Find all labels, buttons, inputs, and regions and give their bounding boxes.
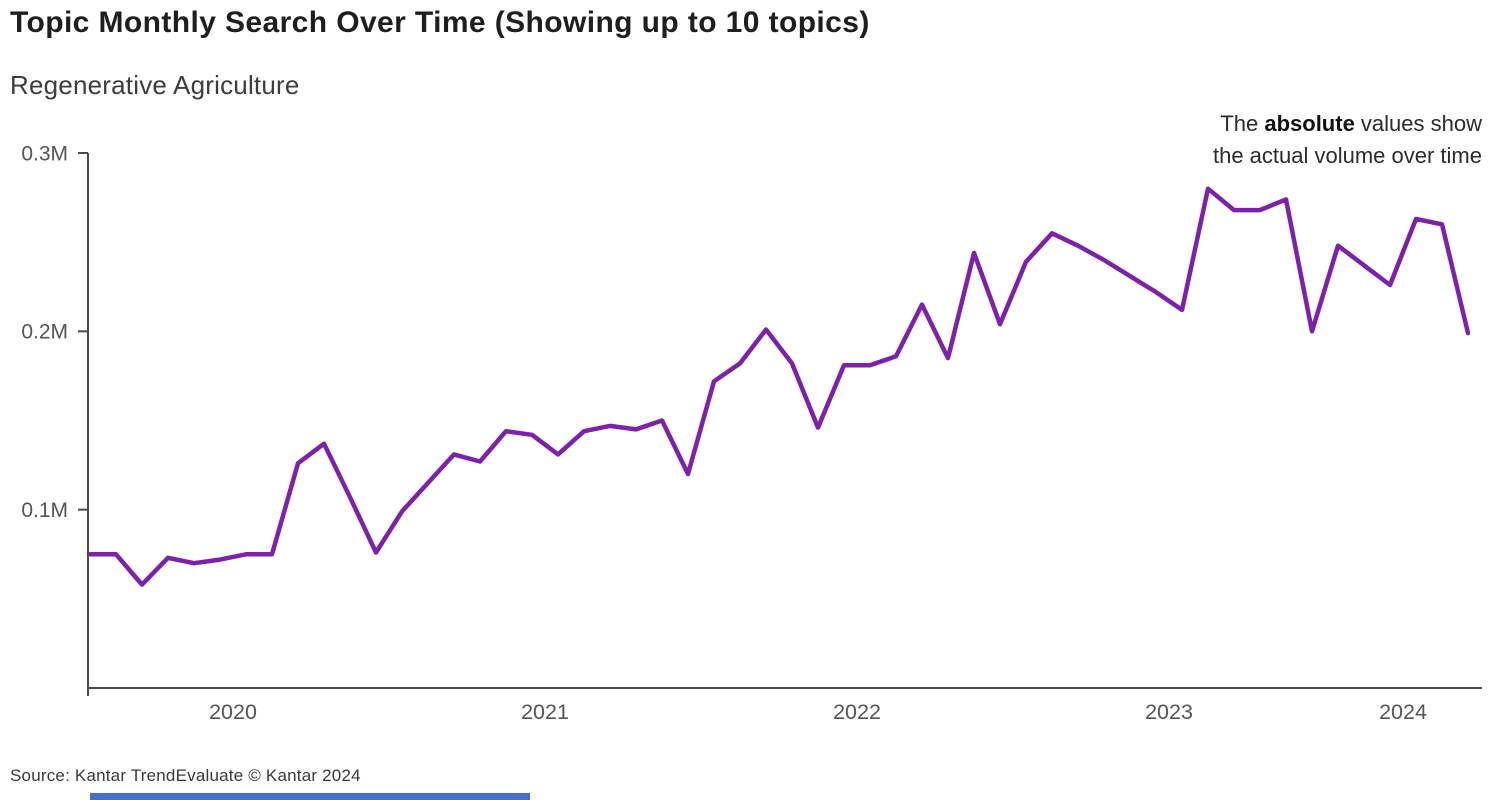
chart-annotation: The absolute values show the actual volum… <box>1213 108 1482 172</box>
y-tick-label: 0.3M <box>21 142 68 165</box>
topic-subtitle: Regenerative Agriculture <box>10 70 300 100</box>
source-attribution: Source: Kantar TrendEvaluate © Kantar 20… <box>10 766 361 785</box>
x-year-label: 2023 <box>1145 700 1193 724</box>
x-year-label: 2022 <box>833 700 881 724</box>
x-year-label: 2021 <box>521 700 569 724</box>
x-year-label: 2024 <box>1379 700 1427 724</box>
y-tick-label: 0.1M <box>21 499 68 522</box>
x-year-label: 2020 <box>209 700 257 724</box>
annotation-line2: the actual volume over time <box>1212 142 1482 168</box>
annotation-text-suffix: values show <box>1354 111 1482 136</box>
trend-line-regenerative-agriculture <box>87 186 1471 587</box>
bottom-accent-bar <box>90 793 530 800</box>
page-title: Topic Monthly Search Over Time (Showing … <box>10 6 870 39</box>
annotation-text-prefix: The <box>1220 111 1265 136</box>
annotation-bold-word: absolute <box>1264 111 1355 136</box>
y-tick-label: 0.2M <box>21 321 68 344</box>
